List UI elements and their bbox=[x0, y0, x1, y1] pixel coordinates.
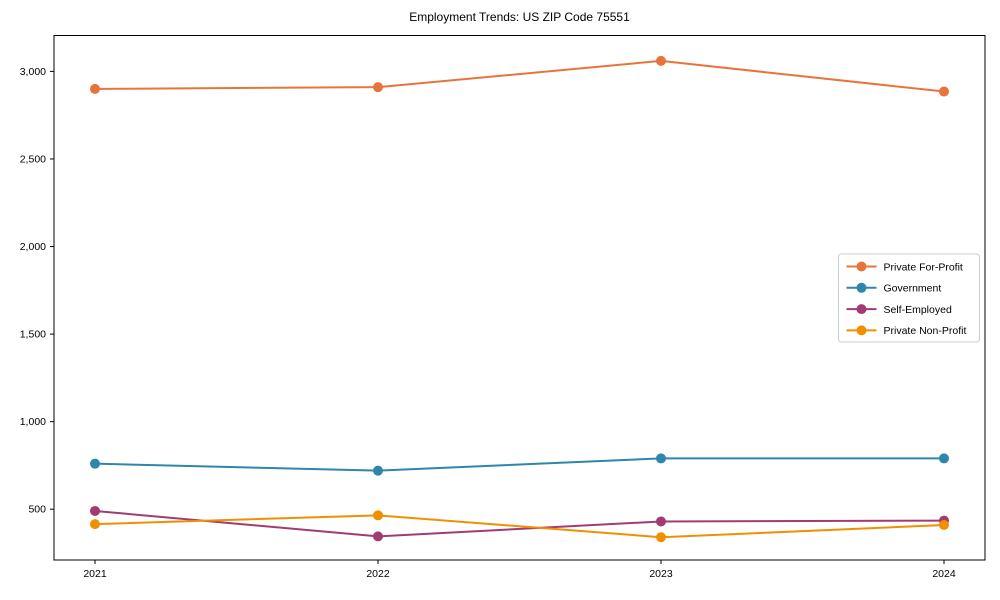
data-point bbox=[90, 458, 100, 469]
plot-border bbox=[53, 35, 986, 561]
y-tick-label: 3,000 bbox=[20, 66, 46, 78]
data-point bbox=[373, 82, 383, 93]
legend-label: Private Non-Profit bbox=[884, 325, 967, 337]
legend-label: Self-Employed bbox=[884, 304, 952, 316]
series-line-self-employed bbox=[94, 509, 945, 538]
data-point bbox=[656, 55, 666, 66]
legend-item-government: Government bbox=[846, 282, 942, 295]
y-tick-label: 1,000 bbox=[20, 416, 46, 428]
data-point bbox=[656, 516, 666, 527]
x-tick-label: 2021 bbox=[83, 568, 107, 580]
data-point bbox=[373, 510, 383, 521]
legend-label: Government bbox=[884, 283, 942, 295]
x-tick-label: 2022 bbox=[366, 568, 390, 580]
legend-box bbox=[838, 253, 980, 343]
data-point bbox=[939, 86, 949, 97]
legend-swatch-marker bbox=[856, 261, 867, 272]
x-tick-label: 2023 bbox=[649, 568, 673, 580]
legend-item-private-for-profit: Private For-Profit bbox=[846, 261, 963, 273]
data-point bbox=[90, 83, 100, 94]
series-line-government bbox=[94, 457, 944, 472]
legend-swatch-marker bbox=[856, 325, 867, 336]
chart-title: Employment Trends: US ZIP Code 75551 bbox=[409, 10, 630, 24]
data-point bbox=[939, 453, 949, 464]
y-tick-label: 1,500 bbox=[20, 329, 46, 341]
data-point bbox=[656, 453, 666, 464]
y-tick-label: 2,500 bbox=[20, 153, 46, 165]
data-point bbox=[373, 465, 383, 476]
legend-swatch-marker bbox=[856, 282, 867, 293]
y-tick-label: 500 bbox=[28, 504, 46, 516]
data-point bbox=[939, 519, 949, 530]
legend-item-self-employed: Self-Employed bbox=[846, 304, 952, 316]
legend-label: Private For-Profit bbox=[884, 261, 963, 273]
x-tick-label: 2024 bbox=[932, 568, 956, 580]
y-tick-label: 2,000 bbox=[20, 241, 46, 253]
legend-item-private-non-profit: Private Non-Profit bbox=[846, 325, 967, 337]
legend-swatch-marker bbox=[856, 304, 867, 315]
data-point bbox=[656, 532, 666, 543]
data-point bbox=[90, 519, 100, 530]
data-point bbox=[90, 505, 100, 516]
series-line-private-for-profit bbox=[94, 59, 945, 93]
series-line-private-non-profit bbox=[94, 514, 945, 539]
data-point bbox=[373, 531, 383, 542]
